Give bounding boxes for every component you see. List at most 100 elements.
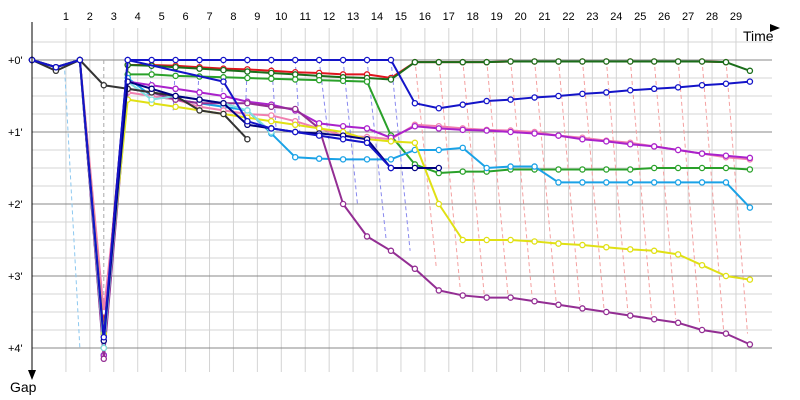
x-tick-label: 20 <box>514 11 526 23</box>
data-point <box>411 122 419 130</box>
data-point <box>722 152 730 160</box>
x-tick-label: 2 <box>87 11 93 23</box>
series-line <box>31 59 751 335</box>
data-point <box>698 261 706 269</box>
data-point <box>315 56 323 64</box>
data-point <box>507 294 514 301</box>
data-point <box>746 276 754 283</box>
x-tick-label: 19 <box>491 11 503 23</box>
data-point <box>291 56 299 64</box>
data-point <box>435 164 443 172</box>
x-tick-label: 27 <box>682 11 694 23</box>
data-point <box>435 287 443 294</box>
data-point <box>100 81 108 89</box>
data-point <box>100 344 108 352</box>
data-point <box>507 236 514 244</box>
x-tick-label: 3 <box>111 11 117 23</box>
data-point <box>746 204 754 211</box>
data-point <box>339 135 347 143</box>
data-point <box>698 179 706 186</box>
data-point <box>674 164 682 172</box>
data-point <box>363 56 371 64</box>
x-axis-arrow-icon <box>770 24 780 32</box>
data-point <box>196 65 203 72</box>
data-point <box>698 164 706 172</box>
data-point <box>531 297 538 305</box>
pit-stop-line <box>63 63 81 349</box>
pit-stop-line <box>342 59 358 205</box>
data-point <box>531 58 538 65</box>
series-line <box>31 59 249 140</box>
data-point <box>76 56 84 64</box>
data-point <box>531 94 538 101</box>
y-tick-label: +0' <box>8 55 23 67</box>
data-point <box>698 326 706 334</box>
pit-stop-line <box>438 59 461 291</box>
pit-stop-line <box>534 59 557 302</box>
pit-stop-line <box>653 59 677 320</box>
data-point <box>363 156 371 163</box>
data-point <box>555 58 562 65</box>
data-point <box>291 121 299 129</box>
data-point <box>650 143 658 150</box>
pit-stop-line <box>701 59 725 331</box>
data-point <box>435 125 443 132</box>
data-point <box>363 78 371 85</box>
data-point <box>722 330 730 337</box>
y-axis-arrow-icon <box>28 370 36 380</box>
x-tick-label: 5 <box>159 11 165 23</box>
data-point <box>220 66 227 74</box>
data-point <box>220 99 227 107</box>
data-point <box>483 294 490 301</box>
data-point <box>268 103 275 111</box>
data-point <box>244 56 251 64</box>
data-point <box>291 128 299 136</box>
data-point <box>698 150 706 157</box>
grid <box>32 28 772 372</box>
data-point <box>531 130 538 137</box>
x-tick-label: 6 <box>183 11 189 23</box>
data-point <box>650 85 658 93</box>
data-point <box>746 154 754 162</box>
data-point <box>722 272 730 280</box>
pit-stop-line <box>510 59 533 298</box>
pit-stop-line <box>390 59 411 251</box>
data-point <box>435 104 443 112</box>
x-tick-label: 13 <box>347 11 359 23</box>
data-point <box>387 164 395 172</box>
data-point <box>627 179 634 186</box>
data-point <box>579 58 586 65</box>
data-point <box>627 86 634 94</box>
data-point <box>698 58 706 65</box>
data-point <box>291 76 299 83</box>
x-tick-label: 24 <box>610 11 622 23</box>
data-point <box>722 58 730 66</box>
data-point <box>196 107 203 114</box>
data-point <box>579 166 586 173</box>
data-point <box>507 163 514 170</box>
data-point <box>746 341 754 348</box>
y-tick-label: +3' <box>8 271 23 283</box>
x-tick-label: 28 <box>706 11 718 23</box>
data-point <box>507 128 514 136</box>
data-point <box>459 58 466 66</box>
data-point <box>459 101 466 108</box>
data-point <box>435 58 443 66</box>
data-point <box>579 135 586 143</box>
data-point <box>315 132 323 139</box>
data-point <box>148 71 155 78</box>
data-point <box>363 125 371 132</box>
data-point <box>244 99 251 107</box>
data-point <box>507 58 514 65</box>
data-point <box>244 135 251 143</box>
data-point <box>435 200 443 208</box>
y-tick-label: +2' <box>8 199 23 211</box>
data-point <box>650 315 658 323</box>
x-tick-label: 21 <box>538 11 550 23</box>
data-point <box>244 68 251 75</box>
x-tick-label: 16 <box>419 11 431 23</box>
data-point <box>148 96 155 103</box>
data-point <box>268 69 275 77</box>
data-point <box>603 243 610 251</box>
